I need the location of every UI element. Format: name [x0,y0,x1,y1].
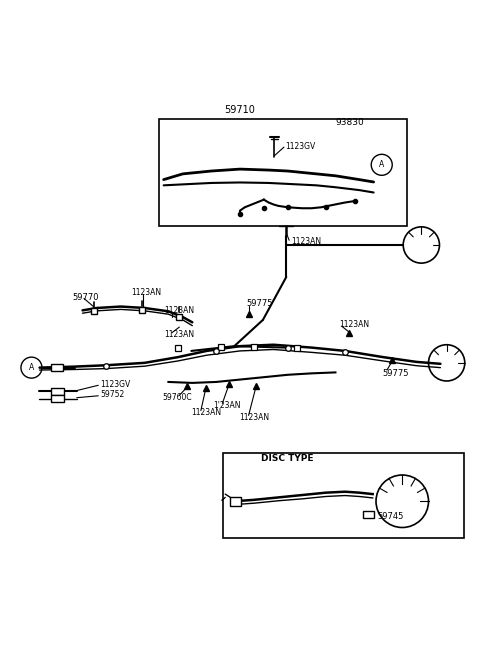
Text: 1123GV: 1123GV [101,380,131,389]
Text: 1123AN: 1123AN [239,413,269,422]
Text: 93830: 93830 [336,118,364,127]
Text: 59752: 59752 [101,390,125,399]
Text: DISC TYPE: DISC TYPE [261,454,313,463]
Text: 59775: 59775 [246,299,273,307]
Text: 59770: 59770 [72,292,98,302]
Text: 59775: 59775 [382,369,408,378]
Bar [50,396,64,402]
Text: 1123GV: 1123GV [285,142,315,150]
Bar [363,510,373,518]
Text: 1'23AN: 1'23AN [213,401,240,411]
Text: A: A [29,363,34,372]
Bar [223,453,464,537]
Text: 1123AN: 1123AN [339,320,370,329]
Text: A: A [379,160,384,170]
Text: 1123AN: 1123AN [291,237,322,246]
Text: 59745: 59745 [377,512,404,521]
Text: 1123AN: 1123AN [131,288,161,297]
Text: 59760C: 59760C [163,393,192,401]
Bar [50,388,64,396]
Bar [50,364,63,371]
FancyBboxPatch shape [159,118,407,226]
Bar [230,497,241,506]
Text: 1123AN: 1123AN [165,306,195,315]
Text: 1123AN: 1123AN [192,409,221,417]
Text: 59710: 59710 [225,105,255,115]
Text: 1123AN: 1123AN [165,330,195,339]
